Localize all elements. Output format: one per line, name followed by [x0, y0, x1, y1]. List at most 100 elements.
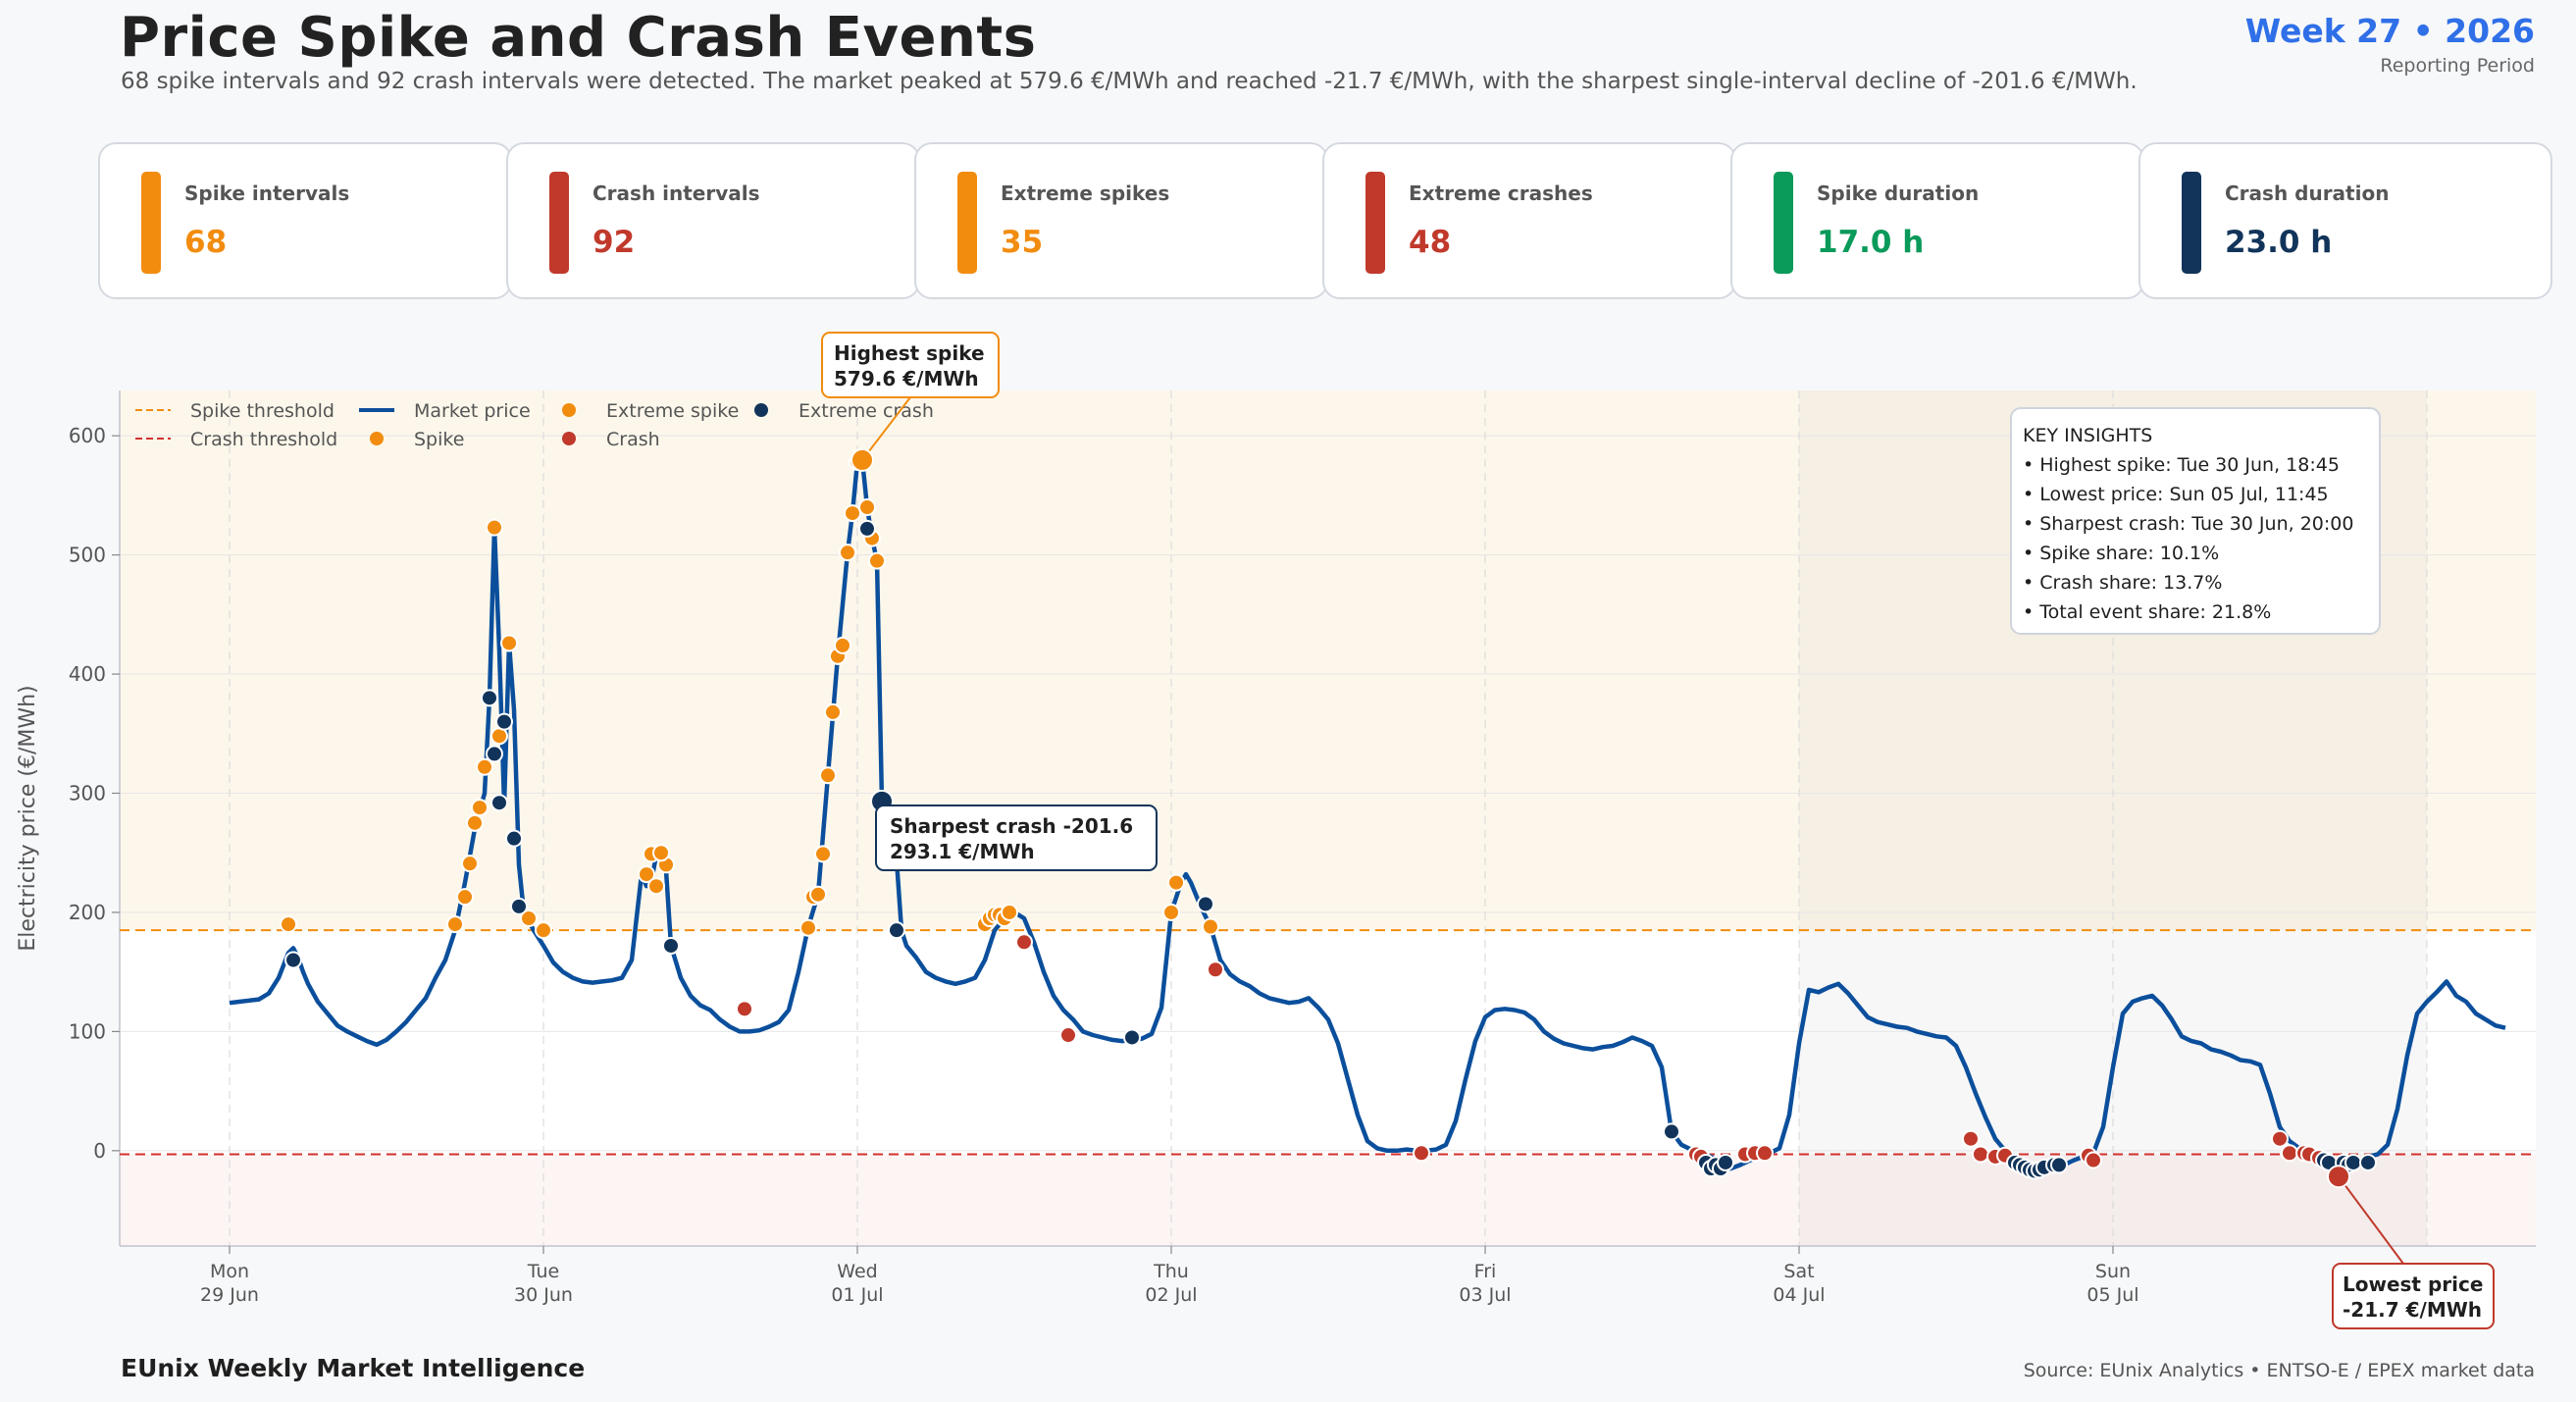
extreme-crash-marker: [510, 897, 528, 915]
annotation-lowest-price-value: -21.7 €/MWh: [2343, 1298, 2482, 1322]
x-tick-label-day: Tue: [527, 1261, 559, 1282]
kpi-label: Crash intervals: [592, 182, 760, 205]
kpi-label: Crash duration: [2225, 182, 2390, 205]
kpi-value: 35: [1001, 225, 1044, 260]
x-tick-label-date: 01 Jul: [831, 1284, 883, 1306]
x-tick-label-date: 04 Jul: [1773, 1284, 1825, 1306]
chart-container: 0 100 200 300 400 500 600 Mon 29 Jun Tue 30 Jun Wed…: [0, 314, 2576, 1358]
annotation-highest-spike-highlight: [850, 447, 874, 472]
kpi-value: 48: [1409, 225, 1452, 260]
crash-marker: [1756, 1144, 1774, 1163]
x-tick-label-day: Sun: [2095, 1261, 2131, 1282]
x-tick-label-date: 03 Jul: [1459, 1284, 1511, 1306]
extreme-crash-marker: [2344, 1153, 2362, 1171]
footer-brand: EUnix Weekly Market Intelligence: [121, 1354, 586, 1382]
extreme-spike-marker: [652, 844, 670, 862]
kpi-value: 92: [592, 225, 636, 260]
kpi-label: Extreme spikes: [1001, 182, 1170, 205]
spike-marker: [1202, 917, 1219, 936]
annotation-highest-spike-value: 579.6 €/MWh: [834, 367, 979, 390]
x-tick-label-date: 30 Jun: [514, 1284, 573, 1306]
spike-marker: [638, 865, 655, 884]
extreme-spike-marker: [824, 702, 842, 721]
kpi-card-extreme-spikes: Extreme spikes 35: [914, 142, 1328, 299]
legend-label-extreme_spike: Extreme spike: [606, 400, 739, 422]
kpi-color-bar: [549, 172, 569, 274]
crash-marker: [2281, 1144, 2298, 1163]
extreme-crash-marker: [486, 745, 503, 763]
key-insights-line: • Crash share: 13.7%: [2023, 572, 2222, 594]
kpi-card-crash-intervals: Crash intervals 92: [506, 142, 920, 299]
kpi-row: Spike intervals 68 Crash intervals 92 Ex…: [98, 142, 2558, 301]
legend-label-market_price: Market price: [414, 400, 531, 422]
legend-swatch-extreme_crash: [754, 403, 768, 417]
legend-label-spike_threshold: Spike threshold: [190, 400, 335, 422]
extreme-crash-marker: [1663, 1122, 1680, 1141]
spike-marker: [858, 498, 876, 517]
legend-swatch-crash: [562, 432, 576, 445]
x-axis-title: Reporting week: [1244, 1333, 1413, 1334]
spike-marker: [500, 634, 518, 652]
key-insights-line: • Total event share: 21.8%: [2023, 601, 2271, 623]
key-insights-line: • Lowest price: Sun 05 Jul, 11:45: [2023, 484, 2329, 505]
annotation-highest-spike-title: Highest spike: [834, 341, 985, 365]
kpi-value: 17.0 h: [1817, 225, 1925, 260]
kpi-color-bar: [1365, 172, 1385, 274]
y-tick-label: 400: [69, 662, 106, 686]
kpi-label: Extreme crashes: [1409, 182, 1593, 205]
y-tick-label: 0: [93, 1139, 106, 1163]
crash-marker: [1972, 1145, 1989, 1164]
key-insights-line: • Spike share: 10.1%: [2023, 543, 2219, 564]
annotation-lowest-price-box: [2332, 1263, 2495, 1329]
legend-label-crash: Crash: [606, 429, 660, 450]
spike-marker: [456, 888, 474, 907]
legend-label-crash_threshold: Crash threshold: [190, 429, 337, 450]
crash-marker: [2085, 1151, 2102, 1169]
key-insights-title: KEY INSIGHTS: [2023, 425, 2152, 446]
x-tick-label-day: Fri: [1474, 1261, 1497, 1282]
kpi-label: Spike duration: [1817, 182, 1980, 205]
extreme-spike-marker: [476, 757, 493, 776]
crash-marker: [1015, 933, 1033, 952]
y-tick-label: 200: [69, 901, 106, 924]
y-tick-label: 600: [69, 424, 106, 447]
week-label: Week 27 • 2026: [2244, 12, 2535, 50]
kpi-card-extreme-crashes: Extreme crashes 48: [1322, 142, 1736, 299]
spike-marker: [647, 877, 665, 896]
extreme-spike-marker: [520, 909, 538, 928]
spike-marker: [461, 855, 479, 873]
spike-marker: [1162, 903, 1180, 921]
spike-marker: [844, 504, 861, 523]
annotation-sharpest-crash-title: Sharpest crash -201.6: [890, 814, 1133, 838]
spike-marker: [280, 915, 297, 934]
spike-marker: [535, 921, 552, 940]
x-tick-label-day: Thu: [1153, 1261, 1189, 1282]
kpi-card-crash-duration: Crash duration 23.0 h: [2138, 142, 2552, 299]
footer-source: Source: EUnix Analytics • ENTSO-E / EPEX…: [2023, 1360, 2535, 1381]
annotation-sharpest-crash-box: [875, 805, 1158, 871]
y-tick-label: 100: [69, 1019, 106, 1043]
kpi-color-bar: [1774, 172, 1793, 274]
x-tick-label-day: Sat: [1783, 1261, 1814, 1282]
extreme-crash-marker: [662, 936, 680, 955]
extreme-spike-marker: [814, 845, 832, 863]
legend-swatch-spike: [370, 432, 384, 445]
extreme-spike-marker: [471, 799, 489, 817]
spike-marker: [799, 918, 817, 937]
extreme-crash-marker: [2359, 1153, 2377, 1171]
period-label: Reporting Period: [2380, 55, 2535, 77]
extreme-crash-marker: [481, 689, 498, 707]
spike-marker: [1167, 873, 1185, 892]
extreme-crash-marker: [495, 712, 513, 731]
crash-marker: [736, 1000, 753, 1018]
x-tick-label-date: 29 Jun: [200, 1284, 259, 1306]
market-price-line: [229, 457, 2506, 1179]
annotation-lowest-price-highlight: [2327, 1165, 2350, 1189]
chart-legend: Spike threshold Market price Extreme spike…: [135, 400, 934, 450]
kpi-card-spike-duration: Spike duration 17.0 h: [1730, 142, 2144, 299]
spike-marker: [834, 636, 851, 654]
spike-marker: [868, 551, 886, 570]
page-subtitle: 68 spike intervals and 92 crash interval…: [121, 69, 2138, 94]
key-insights-line: • Sharpest crash: Tue 30 Jun, 20:00: [2023, 513, 2353, 535]
annotation-highest-spike-box: [821, 332, 1000, 398]
